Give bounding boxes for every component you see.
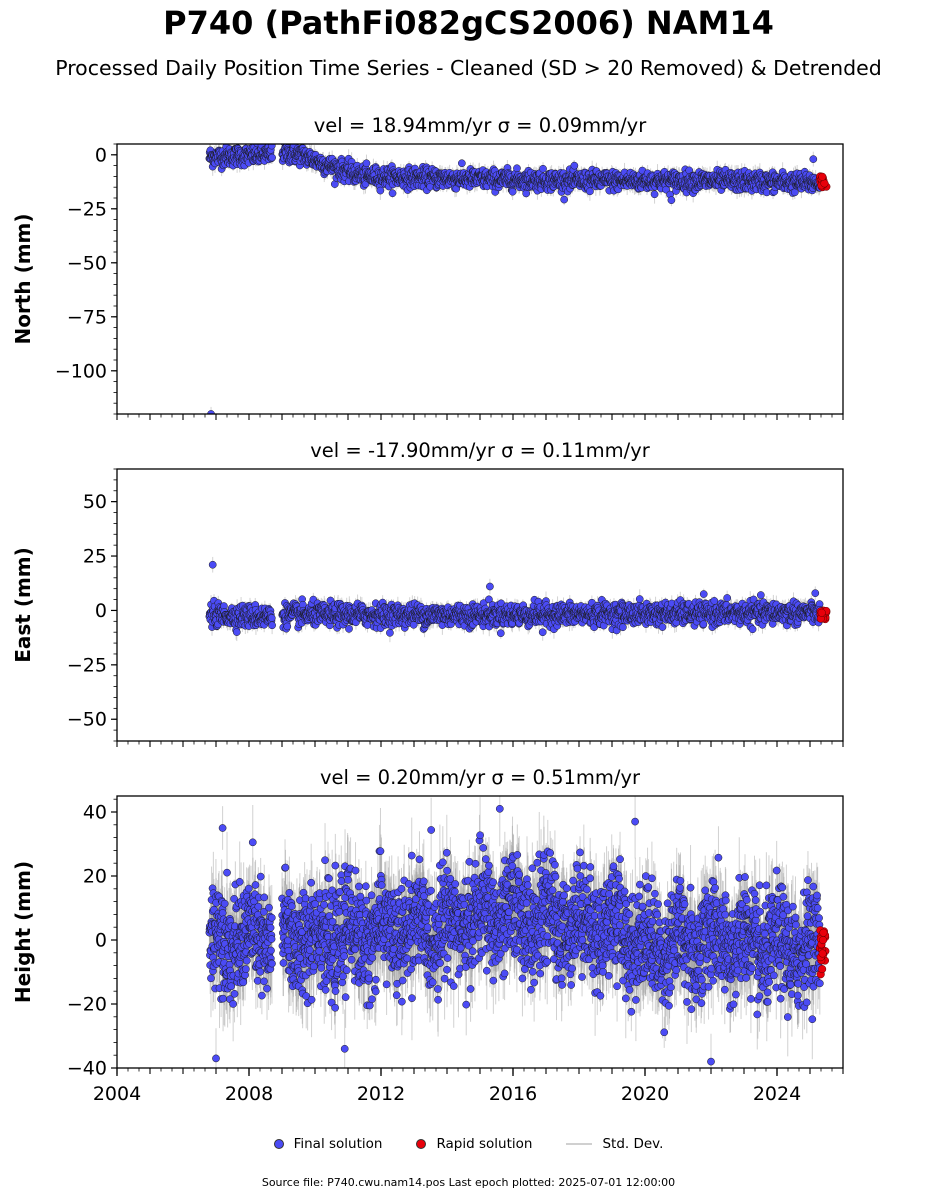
final-point xyxy=(268,153,276,162)
north-panel-title: vel = 18.94mm/yr σ = 0.09mm/yr xyxy=(314,114,647,137)
final-point xyxy=(667,196,676,205)
final-point xyxy=(586,187,594,196)
final-point xyxy=(790,188,799,197)
final-point xyxy=(458,159,466,168)
rapid-point xyxy=(818,172,827,181)
y-tick-label: −100 xyxy=(55,360,107,382)
final-point xyxy=(376,186,385,195)
north-plot-area xyxy=(205,144,831,414)
y-tick-label: −25 xyxy=(67,198,107,220)
final-point xyxy=(560,195,569,204)
final-point xyxy=(570,161,579,170)
north-final-points xyxy=(205,144,824,414)
y-tick-label: 0 xyxy=(95,144,107,166)
final-point xyxy=(513,164,521,173)
panel-north: 0 −25 −50 −75 −100 vel = 18.94mm/yr σ = 0.09m… xyxy=(11,114,844,420)
north-rapid-points xyxy=(815,172,831,192)
final-point xyxy=(508,187,517,196)
y-tick-label: −75 xyxy=(67,306,107,328)
north-y-axis-label: North (mm) xyxy=(11,213,35,344)
final-point xyxy=(267,144,276,150)
y-tick-label: −50 xyxy=(67,252,107,274)
final-point xyxy=(539,164,547,173)
final-point xyxy=(650,190,659,199)
final-point xyxy=(809,155,818,163)
east-plot-area xyxy=(205,556,831,643)
final-point xyxy=(388,189,397,198)
final-point xyxy=(362,159,371,168)
